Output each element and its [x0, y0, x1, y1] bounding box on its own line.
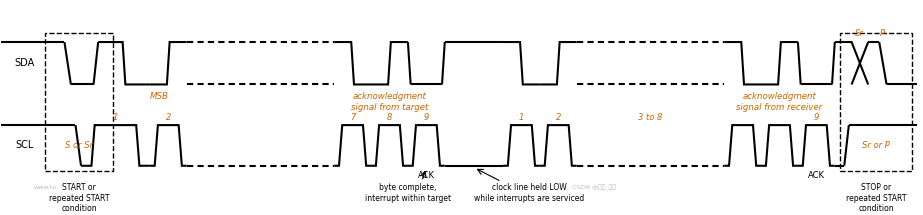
Bar [840, 33, 913, 171]
Text: 8: 8 [387, 113, 392, 121]
Text: acknowledgment
signal from target: acknowledgment signal from target [351, 92, 428, 112]
Text: www.to: www.to [33, 185, 56, 190]
Text: ACK: ACK [808, 171, 825, 180]
Text: 3 to 8: 3 to 8 [639, 113, 663, 121]
Text: 9: 9 [424, 113, 429, 121]
Text: P: P [880, 29, 884, 38]
Text: 7: 7 [350, 113, 355, 121]
Text: Sr: Sr [856, 29, 864, 38]
Text: 1: 1 [519, 113, 524, 121]
Text: 2: 2 [556, 113, 561, 121]
Text: S or Sr: S or Sr [65, 141, 93, 150]
Text: SCL: SCL [15, 140, 33, 150]
Text: acknowledgment
signal from receiver: acknowledgment signal from receiver [737, 92, 822, 112]
Text: CSDN @百性_工人: CSDN @百性_工人 [572, 185, 616, 192]
Text: 9: 9 [814, 113, 819, 121]
Text: SDA: SDA [14, 58, 34, 68]
Text: START or
repeated START
condition: START or repeated START condition [49, 183, 109, 213]
Text: MSB: MSB [150, 92, 169, 101]
Text: byte complete,
interrupt within target: byte complete, interrupt within target [365, 183, 451, 203]
Text: STOP or
repeated START
condition: STOP or repeated START condition [845, 183, 906, 213]
Text: ACK: ACK [418, 171, 435, 180]
Text: 2: 2 [165, 113, 171, 121]
Bar [45, 33, 113, 171]
Text: Sr or P: Sr or P [862, 141, 890, 150]
Text: 1: 1 [113, 113, 118, 121]
Text: clock line held LOW
while interrupts are serviced: clock line held LOW while interrupts are… [474, 183, 584, 203]
